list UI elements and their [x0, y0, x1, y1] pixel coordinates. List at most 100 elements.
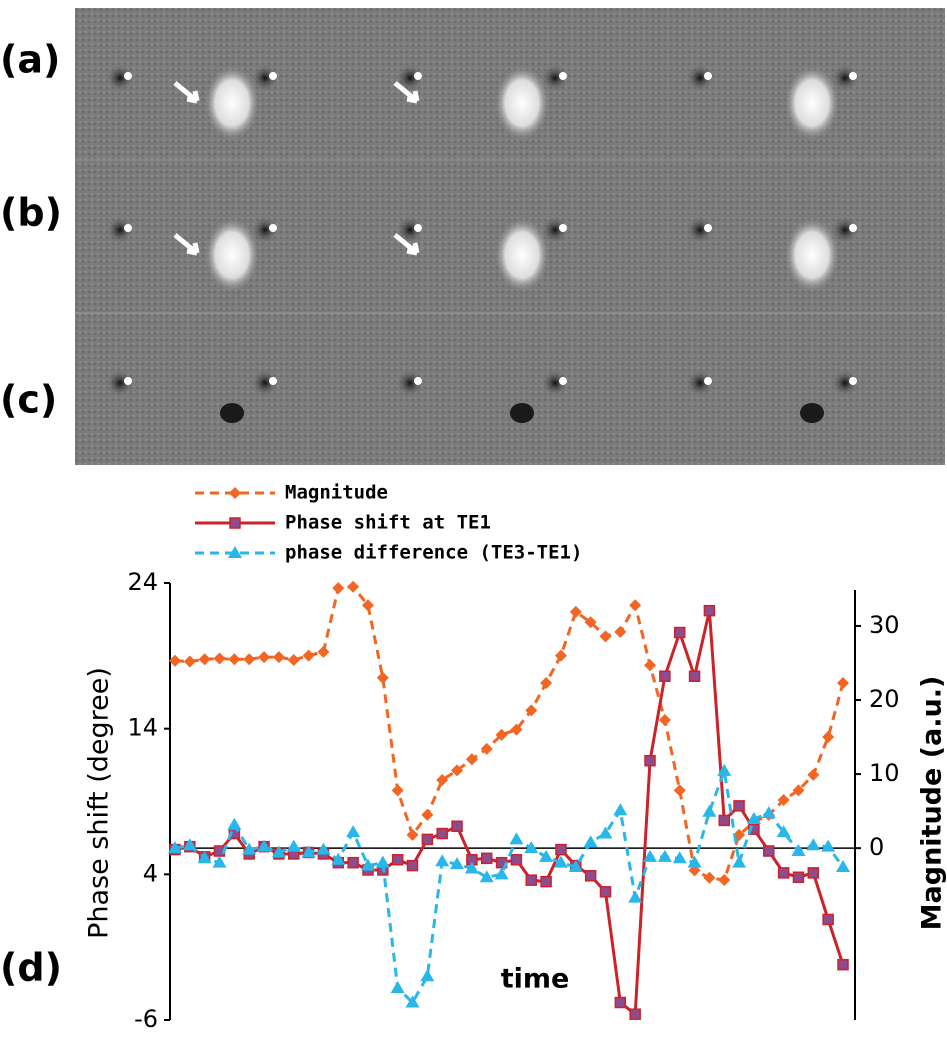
- data-point: [583, 835, 598, 848]
- data-point: [257, 839, 272, 852]
- series-line: [174, 585, 845, 882]
- x-axis-label: time: [501, 964, 570, 995]
- data-point: [212, 855, 227, 868]
- data-point: [465, 753, 478, 766]
- y2-tick-label: 30: [869, 611, 900, 639]
- data-point: [718, 874, 731, 887]
- data-point: [421, 808, 434, 821]
- data-point: [375, 855, 390, 868]
- data-point: [761, 806, 776, 819]
- data-point: [584, 616, 597, 629]
- vessel-bright: [269, 377, 277, 385]
- data-point: [435, 854, 450, 867]
- data-point: [509, 832, 524, 845]
- data-point: [658, 714, 671, 727]
- lesion: [494, 217, 550, 293]
- vessel-bright: [704, 377, 712, 385]
- vessel-dark: [541, 369, 569, 397]
- data-point: [822, 913, 834, 926]
- data-point: [733, 800, 745, 812]
- y-tick-label: 14: [127, 714, 158, 742]
- data-point: [451, 820, 463, 833]
- data-point: [331, 852, 346, 865]
- lesion: [510, 403, 534, 423]
- data-point: [450, 857, 465, 870]
- lesion: [800, 403, 824, 423]
- data-point: [525, 874, 538, 886]
- data-point: [228, 653, 241, 666]
- y-axis-label: Phase shift (degree): [84, 667, 115, 939]
- data-point: [807, 768, 820, 781]
- data-point: [480, 742, 493, 755]
- y2-tick-label: 20: [869, 685, 900, 713]
- data-point: [717, 763, 732, 776]
- data-point: [182, 838, 197, 851]
- data-point: [539, 849, 554, 862]
- data-point: [451, 764, 464, 777]
- vessel-dark: [106, 64, 134, 92]
- data-point: [553, 855, 568, 868]
- data-point: [464, 861, 479, 874]
- data-point: [169, 654, 181, 667]
- vessel-bright: [559, 377, 567, 385]
- vessel-dark: [251, 369, 279, 397]
- vessel-bright: [124, 377, 132, 385]
- data-point: [628, 890, 643, 903]
- lesion: [204, 65, 260, 141]
- vessel-dark: [541, 216, 569, 244]
- data-point: [746, 811, 761, 824]
- data-point: [405, 995, 420, 1008]
- data-point: [346, 825, 361, 838]
- data-point: [302, 649, 315, 662]
- data-point: [286, 839, 301, 852]
- legend-marker: [229, 487, 241, 499]
- data-point: [673, 626, 686, 639]
- data-point: [347, 580, 360, 593]
- data-point: [657, 849, 672, 862]
- data-point: [390, 980, 405, 993]
- data-point: [421, 833, 434, 846]
- vessel-bright: [704, 72, 712, 80]
- data-point: [540, 875, 552, 888]
- data-point: [406, 828, 419, 841]
- y-tick-label: 4: [143, 859, 158, 887]
- data-point: [301, 845, 316, 858]
- data-point: [495, 728, 508, 741]
- data-point: [643, 849, 658, 862]
- data-point: [316, 842, 331, 855]
- vessel-dark: [831, 64, 859, 92]
- data-point: [436, 774, 449, 787]
- data-point: [807, 867, 820, 879]
- data-point: [806, 838, 821, 851]
- data-point: [554, 649, 567, 662]
- arrow: [173, 233, 200, 256]
- vessel-bright: [124, 224, 132, 232]
- y2-axis-label: Magnitude (a.u.): [917, 676, 947, 931]
- data-point: [659, 670, 671, 682]
- data-point: [540, 676, 553, 689]
- data-point: [183, 655, 196, 668]
- data-point: [837, 676, 849, 689]
- panel-label: (d): [0, 946, 62, 990]
- data-point: [613, 803, 628, 816]
- data-point: [673, 784, 686, 797]
- data-point: [510, 854, 523, 866]
- data-point: [391, 784, 404, 797]
- vessel-dark: [396, 64, 424, 92]
- vessel-dark: [831, 216, 859, 244]
- data-point: [479, 870, 494, 883]
- data-point: [391, 854, 404, 866]
- data-point: [168, 841, 182, 854]
- legend-marker: [229, 517, 241, 529]
- data-point: [198, 653, 211, 666]
- data-point: [777, 794, 790, 807]
- arrow: [173, 81, 200, 104]
- panel-label: (b): [0, 191, 62, 235]
- vessel-bright: [124, 72, 132, 80]
- lesion: [204, 217, 260, 293]
- lesion: [784, 65, 840, 141]
- data-point: [629, 1008, 641, 1020]
- arrow: [393, 81, 420, 104]
- data-point: [614, 625, 627, 638]
